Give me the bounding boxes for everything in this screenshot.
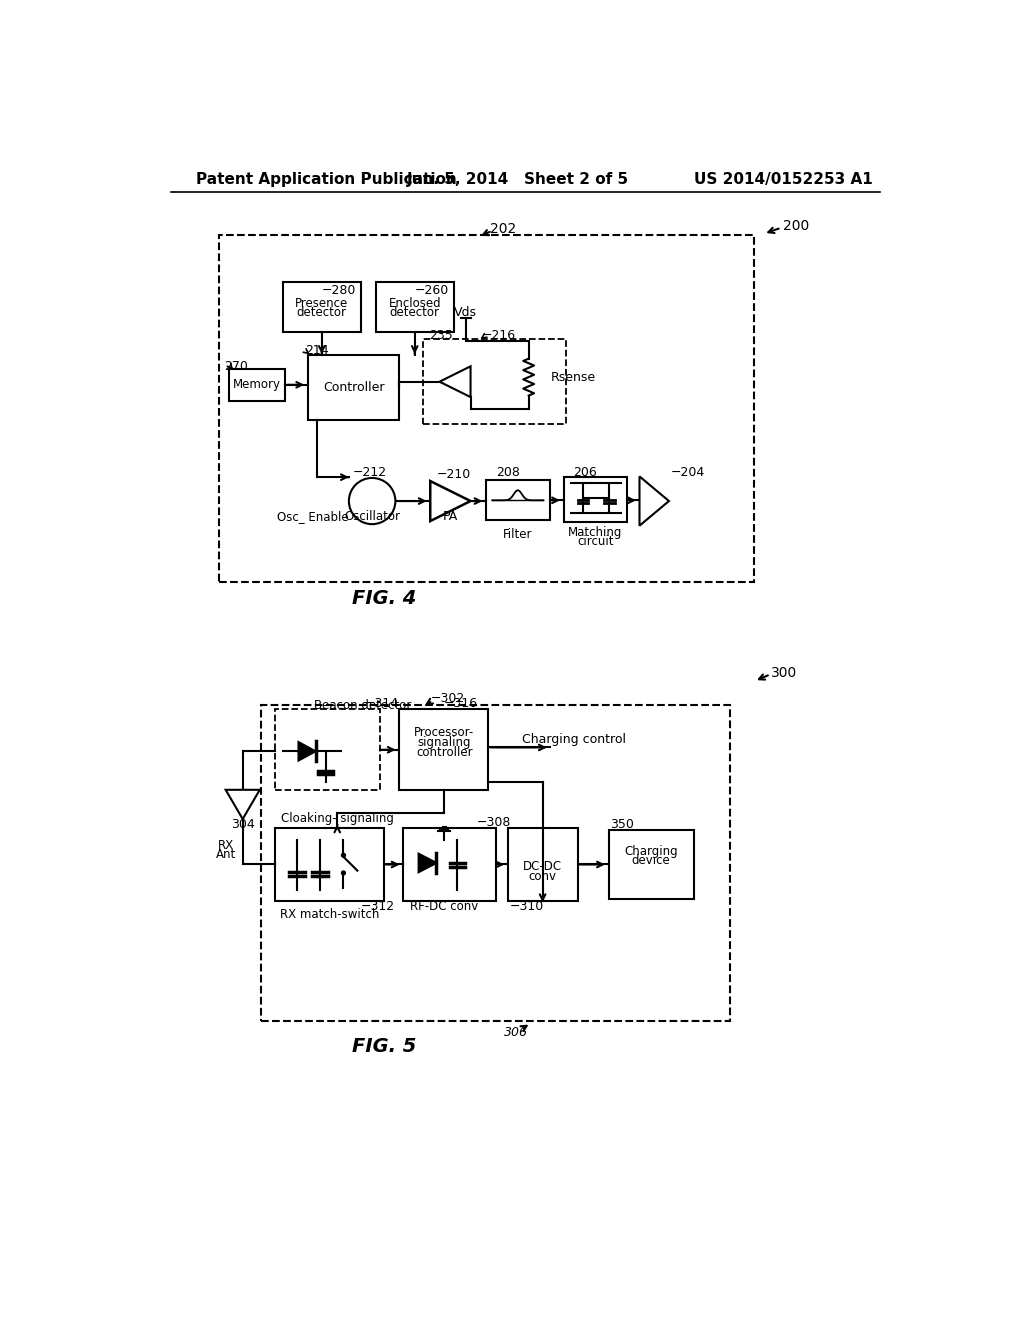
Text: −310: −310 <box>510 900 545 913</box>
Text: circuit: circuit <box>578 535 613 548</box>
Bar <box>308 355 399 420</box>
Bar <box>283 281 360 331</box>
Polygon shape <box>640 477 669 525</box>
Circle shape <box>342 853 345 857</box>
Text: 208: 208 <box>496 466 520 479</box>
Text: PA: PA <box>442 510 458 523</box>
Text: Ant: Ant <box>216 847 237 861</box>
Polygon shape <box>419 854 436 873</box>
Text: Processor-: Processor- <box>414 726 474 739</box>
Polygon shape <box>299 742 315 760</box>
Text: Beacon detector: Beacon detector <box>314 698 412 711</box>
Text: Charging: Charging <box>625 845 678 858</box>
Bar <box>486 480 550 520</box>
Text: −314: −314 <box>365 697 398 710</box>
Text: detector: detector <box>297 306 347 319</box>
Text: −312: −312 <box>360 900 394 913</box>
Text: FIG. 5: FIG. 5 <box>351 1036 416 1056</box>
Bar <box>219 235 755 582</box>
Text: −308: −308 <box>477 816 511 829</box>
Text: −212: −212 <box>352 466 387 479</box>
Text: Vds: Vds <box>455 306 477 319</box>
Text: RF-DC conv: RF-DC conv <box>410 900 478 913</box>
Text: RX: RX <box>218 838 234 851</box>
Text: signaling: signaling <box>418 735 471 748</box>
Text: Rsense: Rsense <box>550 371 596 384</box>
Polygon shape <box>439 367 471 397</box>
Text: US 2014/0152253 A1: US 2014/0152253 A1 <box>693 172 872 186</box>
Text: Osc_ Enable: Osc_ Enable <box>276 510 348 523</box>
Text: FIG. 4: FIG. 4 <box>351 589 416 609</box>
Polygon shape <box>430 480 471 521</box>
Text: 304: 304 <box>230 818 255 832</box>
Text: 214: 214 <box>305 345 329 358</box>
Text: Filter: Filter <box>503 528 532 541</box>
Text: −302: −302 <box>430 693 465 705</box>
Text: 200: 200 <box>783 219 809 234</box>
Text: RX match-switch: RX match-switch <box>280 908 379 921</box>
Text: 300: 300 <box>771 665 798 680</box>
Text: Memory: Memory <box>232 379 281 391</box>
Polygon shape <box>225 789 260 818</box>
Bar <box>261 705 730 1020</box>
Text: Cloaking- signaling: Cloaking- signaling <box>281 812 393 825</box>
Text: −316: −316 <box>444 697 478 710</box>
Bar <box>508 829 578 902</box>
Bar <box>563 478 627 521</box>
Circle shape <box>349 478 395 524</box>
Bar <box>228 368 285 401</box>
Bar <box>403 829 496 902</box>
Text: Oscillator: Oscillator <box>344 510 400 523</box>
Bar <box>275 829 384 902</box>
Text: Controller: Controller <box>323 381 384 395</box>
Text: Charging control: Charging control <box>521 733 626 746</box>
Text: 235: 235 <box>429 329 453 342</box>
Text: device: device <box>632 854 671 867</box>
Bar <box>608 830 693 899</box>
Bar <box>275 709 380 789</box>
Text: −204: −204 <box>671 466 705 479</box>
Text: Patent Application Publication: Patent Application Publication <box>197 172 457 186</box>
Text: DC-DC: DC-DC <box>523 861 562 874</box>
Bar <box>399 709 488 789</box>
Text: −280: −280 <box>322 284 356 297</box>
Text: 270: 270 <box>224 360 248 372</box>
Text: conv: conv <box>528 870 557 883</box>
Text: 306: 306 <box>504 1026 527 1039</box>
Text: Presence: Presence <box>295 297 348 310</box>
Text: −216: −216 <box>481 329 515 342</box>
Text: 206: 206 <box>573 466 597 479</box>
Circle shape <box>342 871 345 875</box>
Text: −210: −210 <box>436 467 471 480</box>
Text: controller: controller <box>416 746 472 759</box>
Bar <box>423 339 566 424</box>
Text: Enclosed: Enclosed <box>388 297 441 310</box>
Text: −260: −260 <box>415 284 449 297</box>
Text: detector: detector <box>390 306 439 319</box>
Text: 350: 350 <box>610 818 634 832</box>
Bar <box>376 281 454 331</box>
Text: Matching: Matching <box>568 527 623 539</box>
Text: Jun. 5, 2014   Sheet 2 of 5: Jun. 5, 2014 Sheet 2 of 5 <box>407 172 629 186</box>
Text: 202: 202 <box>489 222 516 236</box>
